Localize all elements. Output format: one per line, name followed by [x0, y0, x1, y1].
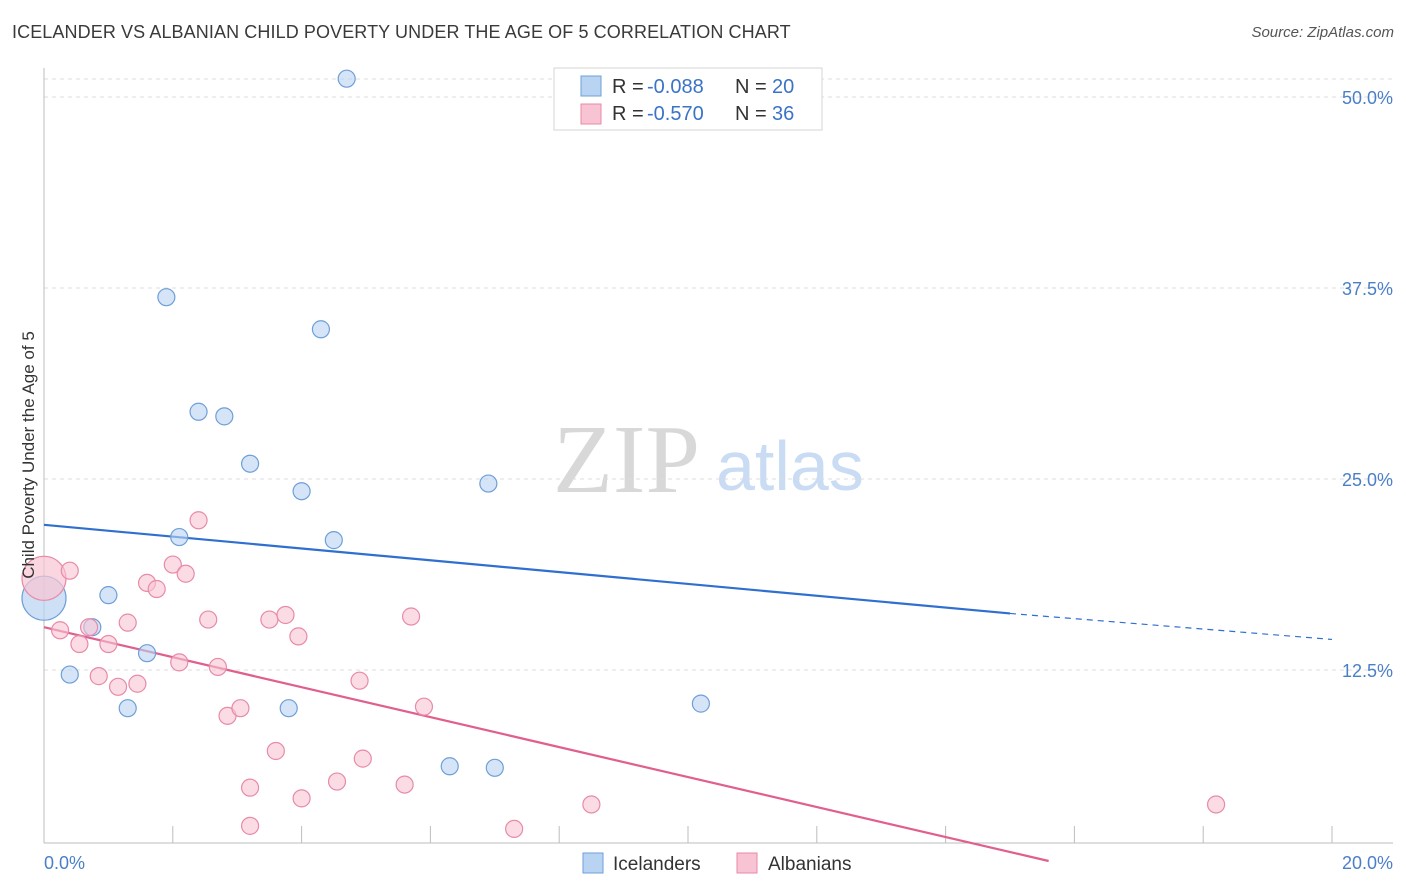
- albanian-point: [1206, 795, 1226, 814]
- series-label-icelanders: Icelanders: [613, 854, 701, 875]
- icelander-point: [292, 482, 311, 501]
- albanian-point: [163, 555, 182, 574]
- series-swatch-albanians: [736, 852, 758, 874]
- albanian-point: [189, 511, 208, 530]
- icelander-point: [279, 699, 298, 718]
- icelander-point: [691, 694, 710, 713]
- series-legend: Icelanders Albanians: [582, 852, 851, 875]
- x-tick-label-min: 0.0%: [44, 853, 85, 873]
- chart-title: ICELANDER VS ALBANIAN CHILD POVERTY UNDE…: [12, 22, 791, 42]
- albanian-point: [260, 610, 279, 629]
- icelander-point: [215, 407, 234, 426]
- grid-lines: [44, 78, 1393, 671]
- albanian-point: [231, 699, 250, 718]
- albanian-point: [582, 795, 601, 814]
- albanian-point: [395, 775, 414, 794]
- albanian-point: [240, 816, 260, 835]
- albanian-point: [50, 621, 70, 640]
- albanian-point: [353, 749, 372, 768]
- albanian-point: [240, 778, 260, 797]
- icelander-point: [137, 644, 157, 663]
- albanian-point: [505, 819, 524, 839]
- legend-n-value-2: 36: [772, 103, 794, 125]
- trend-lines: [43, 523, 1333, 863]
- icelander-point: [157, 288, 176, 307]
- legend-r-label-1: R =: [612, 76, 644, 98]
- albanian-point: [108, 677, 128, 696]
- albanian-point: [170, 653, 189, 672]
- albanian-point: [176, 564, 195, 583]
- watermark-atlas: atlas: [716, 427, 864, 505]
- albanian-point: [118, 613, 137, 632]
- icelander-point: [60, 665, 79, 684]
- albanian-point: [289, 627, 308, 646]
- albanian-point: [99, 634, 118, 654]
- x-tick-label-max: 20.0%: [1342, 853, 1393, 873]
- icelander-point: [440, 757, 459, 776]
- albanian-point: [147, 579, 166, 599]
- icelander-point: [485, 758, 504, 777]
- icelander-point: [324, 531, 343, 550]
- y-tick-label: 12.5%: [1342, 661, 1393, 681]
- albanian-point: [79, 618, 99, 637]
- watermark-zip: ZIP: [553, 406, 700, 514]
- icelander-point: [118, 699, 137, 718]
- icelander-point: [170, 527, 189, 547]
- legend-r-value-2: -0.570: [647, 103, 704, 125]
- albanian-point: [350, 671, 369, 690]
- icelander-point: [337, 69, 356, 88]
- source-label: Source: ZipAtlas.com: [1251, 24, 1394, 41]
- albanian-point: [401, 607, 421, 626]
- legend-n-value-1: 20: [772, 76, 794, 98]
- albanian-point: [266, 741, 285, 761]
- y-tick-labels: 12.5% 25.0% 37.5% 50.0%: [1342, 88, 1393, 681]
- legend-r-label-2: R =: [612, 103, 644, 125]
- albanian-point: [89, 667, 108, 686]
- albanian-point: [60, 561, 79, 580]
- albanian-point: [276, 605, 295, 625]
- albanian-point: [414, 697, 434, 716]
- y-tick-label: 50.0%: [1342, 88, 1393, 108]
- icelander-point: [189, 402, 208, 421]
- icelanders-trend-line: [43, 523, 1011, 615]
- albanian-point: [128, 674, 147, 693]
- legend-r-value-1: -0.088: [647, 76, 704, 98]
- icelander-point: [99, 586, 118, 605]
- albanians-trend-line: [43, 626, 1049, 863]
- albanian-point: [327, 772, 347, 791]
- series-swatch-icelanders: [582, 852, 604, 874]
- legend-n-label-1: N =: [735, 76, 767, 98]
- albanian-point: [199, 610, 218, 629]
- axes: [43, 68, 1393, 844]
- icelander-point: [479, 474, 498, 493]
- correlation-legend: R = -0.088 N = 20 R = -0.570 N = 36: [553, 67, 823, 131]
- albanian-point: [208, 657, 227, 677]
- icelander-point: [311, 320, 331, 339]
- icelanders-trend-extension: [1009, 612, 1333, 641]
- icelander-point: [240, 454, 260, 473]
- legend-n-label-2: N =: [735, 103, 767, 125]
- y-tick-label: 37.5%: [1342, 279, 1393, 299]
- y-axis-label: Child Poverty Under the Age of 5: [19, 331, 38, 579]
- albanian-point: [292, 789, 311, 808]
- albanian-point: [70, 634, 89, 654]
- y-tick-label: 25.0%: [1342, 470, 1393, 490]
- data-points: [21, 69, 1226, 839]
- series-label-albanians: Albanians: [768, 854, 851, 875]
- legend-swatch-albanians: [580, 103, 602, 125]
- legend-swatch-icelanders: [580, 75, 602, 97]
